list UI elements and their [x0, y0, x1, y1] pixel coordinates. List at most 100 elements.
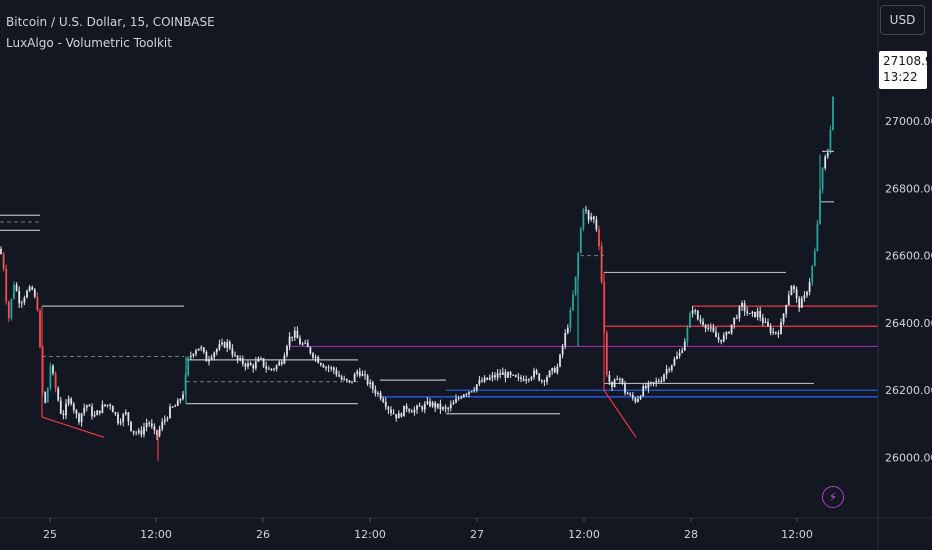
candle-body	[369, 382, 372, 385]
candle-body	[239, 358, 242, 360]
candle-body	[197, 348, 200, 351]
candle-body	[756, 310, 759, 318]
candle-body	[88, 405, 91, 407]
candle-body	[457, 398, 460, 400]
candle-body	[67, 398, 70, 404]
candle-body	[673, 359, 676, 366]
volumetric-levels	[0, 201, 878, 415]
candle-body	[156, 430, 158, 436]
candle-body	[587, 210, 590, 220]
candle-body	[806, 291, 808, 296]
candle-body	[803, 295, 806, 299]
lightning-icon[interactable]: ⚡	[822, 486, 844, 508]
candle-body	[676, 355, 678, 360]
price-tick-label: 27000.00	[885, 115, 932, 128]
candle-body	[759, 310, 762, 318]
candle-body	[314, 356, 317, 358]
candle-body	[660, 380, 663, 382]
candle-body	[579, 228, 582, 254]
candle-body	[808, 282, 811, 292]
indicator-title[interactable]: LuxAlgo - Volumetric Toolkit	[6, 36, 172, 50]
candle-body	[241, 358, 244, 364]
candle-body	[546, 376, 548, 382]
candle-body	[364, 374, 366, 376]
candle-body	[202, 347, 205, 353]
candle-body	[179, 399, 182, 401]
candle-body	[348, 380, 351, 382]
candle-body	[421, 406, 424, 410]
candle-body	[598, 229, 600, 246]
symbol-title[interactable]: Bitcoin / U.S. Dollar, 15, COINBASE	[6, 15, 215, 29]
candle-body	[33, 289, 36, 297]
time-tick-label: 12:00	[354, 528, 386, 541]
candle-body	[634, 398, 637, 402]
candle-body	[470, 391, 473, 393]
candle-body	[683, 341, 686, 351]
candle-body	[28, 287, 31, 291]
candle-body	[769, 326, 772, 333]
candle-body	[234, 354, 236, 356]
candle-body	[36, 296, 39, 311]
candle-body	[317, 356, 320, 364]
candle-body	[715, 331, 717, 338]
candle-body	[148, 423, 151, 425]
candle-body	[429, 401, 431, 407]
candle-body	[109, 404, 112, 407]
candle-body	[353, 374, 356, 382]
candle-body	[813, 251, 816, 266]
candle-body	[273, 368, 275, 370]
time-tick-label: 25	[43, 528, 57, 541]
candle-body	[330, 367, 333, 369]
time-tick-label: 12:00	[781, 528, 813, 541]
candle-body	[335, 370, 338, 375]
candle-body	[486, 377, 489, 380]
candle-body	[540, 380, 543, 382]
candle-body	[694, 310, 697, 312]
candle-body	[91, 406, 93, 417]
currency-button[interactable]: USD	[880, 5, 925, 35]
candle-body	[447, 408, 450, 410]
candle-body	[707, 327, 710, 329]
price-axis[interactable]: 26000.00 26200.00 26400.00 26600.00 26800.00…	[885, 115, 932, 464]
candle-body	[169, 406, 171, 419]
candle-body	[163, 419, 166, 422]
candle-body	[826, 152, 829, 157]
candle-body	[356, 371, 359, 375]
candle-body	[340, 376, 343, 380]
candle-body	[569, 310, 572, 328]
candle-body	[475, 384, 478, 390]
time-axis[interactable]: 25 12:00 26 12:00 27 12:00 28 12:00	[43, 518, 813, 541]
candle-body	[189, 355, 192, 358]
candle-body	[481, 380, 483, 382]
candle-body	[735, 317, 738, 319]
candle-body	[566, 327, 569, 334]
candle-body	[275, 365, 278, 369]
candle-body	[624, 383, 626, 393]
candle-body	[280, 361, 283, 364]
candle-body	[267, 368, 270, 370]
candle-body	[605, 332, 608, 376]
candle-body	[439, 403, 442, 410]
candle-body	[790, 286, 793, 296]
candle-body	[299, 338, 301, 345]
candle-body	[613, 379, 616, 387]
candle-body	[171, 406, 174, 408]
candle-body	[260, 358, 262, 360]
candle-body	[231, 348, 234, 355]
candle-body	[236, 355, 239, 360]
candle-body	[312, 353, 314, 358]
candle-body	[416, 405, 418, 410]
candle-body	[5, 268, 8, 302]
candle-body	[793, 286, 795, 290]
candle-body	[182, 394, 184, 400]
candle-body	[436, 403, 439, 408]
candle-body	[655, 380, 658, 383]
candle-body	[595, 219, 598, 230]
candle-body	[59, 400, 62, 414]
candle-body	[104, 404, 106, 406]
candle-body	[501, 372, 504, 375]
candle-body	[574, 276, 577, 295]
candle-body	[395, 414, 398, 419]
candle-body	[403, 405, 405, 417]
